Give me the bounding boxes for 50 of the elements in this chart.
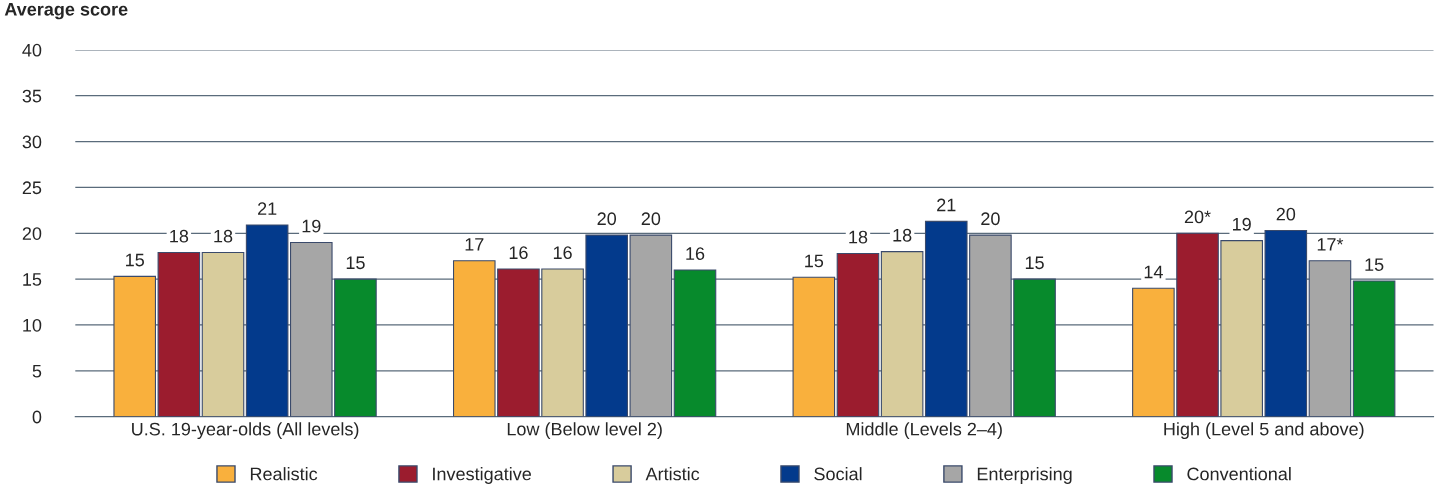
data-label: 15 xyxy=(805,254,824,268)
x-tick-label: U.S. 19-year-olds (All levels) xyxy=(132,422,359,440)
data-label: 16 xyxy=(509,246,528,260)
y-tick-label: 0 xyxy=(32,410,42,424)
legend-label: Artistic xyxy=(645,467,700,481)
y-tick-label: 35 xyxy=(22,89,42,103)
data-label: 20* xyxy=(1184,210,1211,224)
legend-label: Investigative xyxy=(433,467,531,484)
bar xyxy=(673,269,717,417)
data-label: 15 xyxy=(1365,258,1384,271)
y-tick-label: 20 xyxy=(22,227,42,240)
data-label: 20 xyxy=(641,212,661,226)
data-label: 15 xyxy=(346,256,365,270)
data-label: 18 xyxy=(214,229,233,243)
y-tick-label: 15 xyxy=(23,273,42,286)
bar xyxy=(201,251,245,417)
y-tick-label: 10 xyxy=(23,318,42,332)
data-label: 19 xyxy=(302,219,321,233)
y-tick-label: 30 xyxy=(22,135,42,149)
bar xyxy=(836,252,880,417)
data-label: 20 xyxy=(1276,207,1296,221)
data-label: 18 xyxy=(893,228,912,242)
data-label: 16 xyxy=(686,247,705,260)
data-label: 16 xyxy=(553,246,572,260)
y-tick-label: 5 xyxy=(32,364,42,378)
legend-label: Social xyxy=(814,467,862,481)
data-label: 18 xyxy=(170,229,189,243)
bar xyxy=(1308,260,1352,417)
data-label: 15 xyxy=(1025,256,1044,270)
legend-label: Conventional xyxy=(1187,467,1291,481)
bar xyxy=(1352,280,1396,417)
data-label: 20 xyxy=(597,212,617,226)
data-label: 18 xyxy=(849,230,868,244)
y-tick-label: 25 xyxy=(22,181,42,195)
x-tick-label: Low (Below level 2) xyxy=(507,422,662,440)
data-label: 17 xyxy=(465,238,484,251)
x-tick-label: High (Level 5 and above) xyxy=(1164,422,1364,440)
data-label: 21 xyxy=(258,202,277,215)
legend-label: Enterprising xyxy=(977,467,1072,484)
data-label: 15 xyxy=(126,253,144,267)
x-tick-label: Middle (Levels 2–4) xyxy=(846,422,1002,440)
y-axis-title: Average score xyxy=(4,3,128,20)
legend-label: Realistic xyxy=(250,467,318,481)
data-label: 17* xyxy=(1317,238,1344,251)
data-label: 20 xyxy=(981,212,1000,226)
data-label: 21 xyxy=(937,198,956,212)
data-label: 14 xyxy=(1144,265,1163,279)
y-tick-label: 40 xyxy=(22,43,42,57)
data-label: 19 xyxy=(1233,217,1251,231)
bar xyxy=(792,276,836,417)
